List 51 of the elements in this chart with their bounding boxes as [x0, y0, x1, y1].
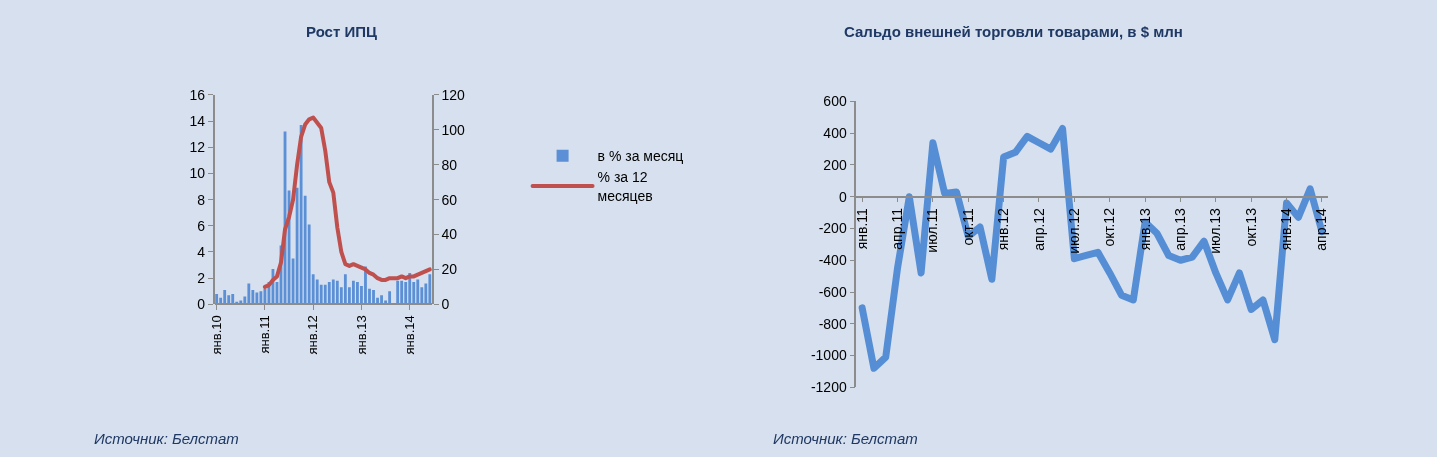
x-tick-label: июл.12 [1065, 207, 1082, 254]
y-tick-label: 14 [189, 112, 206, 129]
legend-label: в % за месяц [597, 148, 684, 165]
x-tick-label: апр.12 [1030, 207, 1047, 251]
y-tick-label: -800 [818, 315, 847, 332]
y-tick-label: 12 [189, 139, 206, 156]
x-tick-label: янв.12 [995, 207, 1012, 251]
legend-label: % за 12 месяцев [597, 169, 653, 204]
y2-tick-label: 20 [441, 261, 458, 278]
y-tick-label: 8 [197, 191, 206, 208]
y-tick-label: 16 [189, 86, 206, 103]
y2-tick-label: 80 [441, 156, 458, 173]
y-tick-label: -600 [818, 283, 847, 300]
y2-tick-label: 40 [441, 226, 458, 243]
y-tick-label: 4 [197, 243, 206, 260]
y-tick-label: 600 [823, 93, 847, 110]
y-tick-label: 0 [838, 188, 847, 205]
x-tick-label: янв.13 [353, 315, 369, 355]
x-tick-label: июл.13 [1207, 207, 1224, 254]
x-tick-label: апр.13 [1172, 207, 1189, 251]
x-tick-label: апр.14 [1313, 207, 1330, 251]
y-tick-label: 0 [197, 296, 206, 313]
y-tick-label: 400 [823, 125, 847, 142]
x-tick-label: июл.11 [924, 207, 941, 253]
x-tick-label: янв.11 [853, 207, 870, 250]
y-tick-label: -400 [818, 252, 847, 269]
x-tick-label: янв.14 [1278, 207, 1295, 251]
y2-tick-label: 120 [441, 86, 465, 103]
y-tick-label: -1000 [810, 347, 847, 364]
y2-tick-label: 60 [441, 191, 458, 208]
y2-tick-label: 0 [441, 296, 450, 313]
x-tick-label: апр.11 [889, 207, 906, 250]
y-tick-label: 6 [197, 217, 206, 234]
x-tick-label: окт.12 [1101, 207, 1118, 247]
chart-title: Рост ИПЦ [306, 23, 378, 40]
y-tick-label: 2 [197, 270, 206, 287]
chart-title: Сальдо внешней торговли товарами, в $ млн [844, 23, 1183, 40]
x-tick-label: янв.13 [1136, 207, 1153, 251]
y-tick-label: 200 [823, 156, 847, 173]
x-tick-label: окт.13 [1242, 207, 1259, 247]
x-tick-label: янв.14 [401, 315, 417, 355]
x-tick-label: янв.10 [208, 315, 224, 355]
y-tick-label: -1200 [810, 379, 847, 396]
x-tick-label: янв.11 [257, 315, 273, 354]
y-tick-label: -200 [818, 220, 847, 237]
text: Источник: Белстат [94, 430, 239, 447]
y-tick-label: 10 [189, 165, 206, 182]
x-tick-label: янв.12 [305, 315, 321, 355]
y2-tick-label: 100 [441, 121, 465, 138]
x-tick-label: окт.11 [959, 207, 976, 246]
text: Источник: Белстат [773, 430, 918, 447]
